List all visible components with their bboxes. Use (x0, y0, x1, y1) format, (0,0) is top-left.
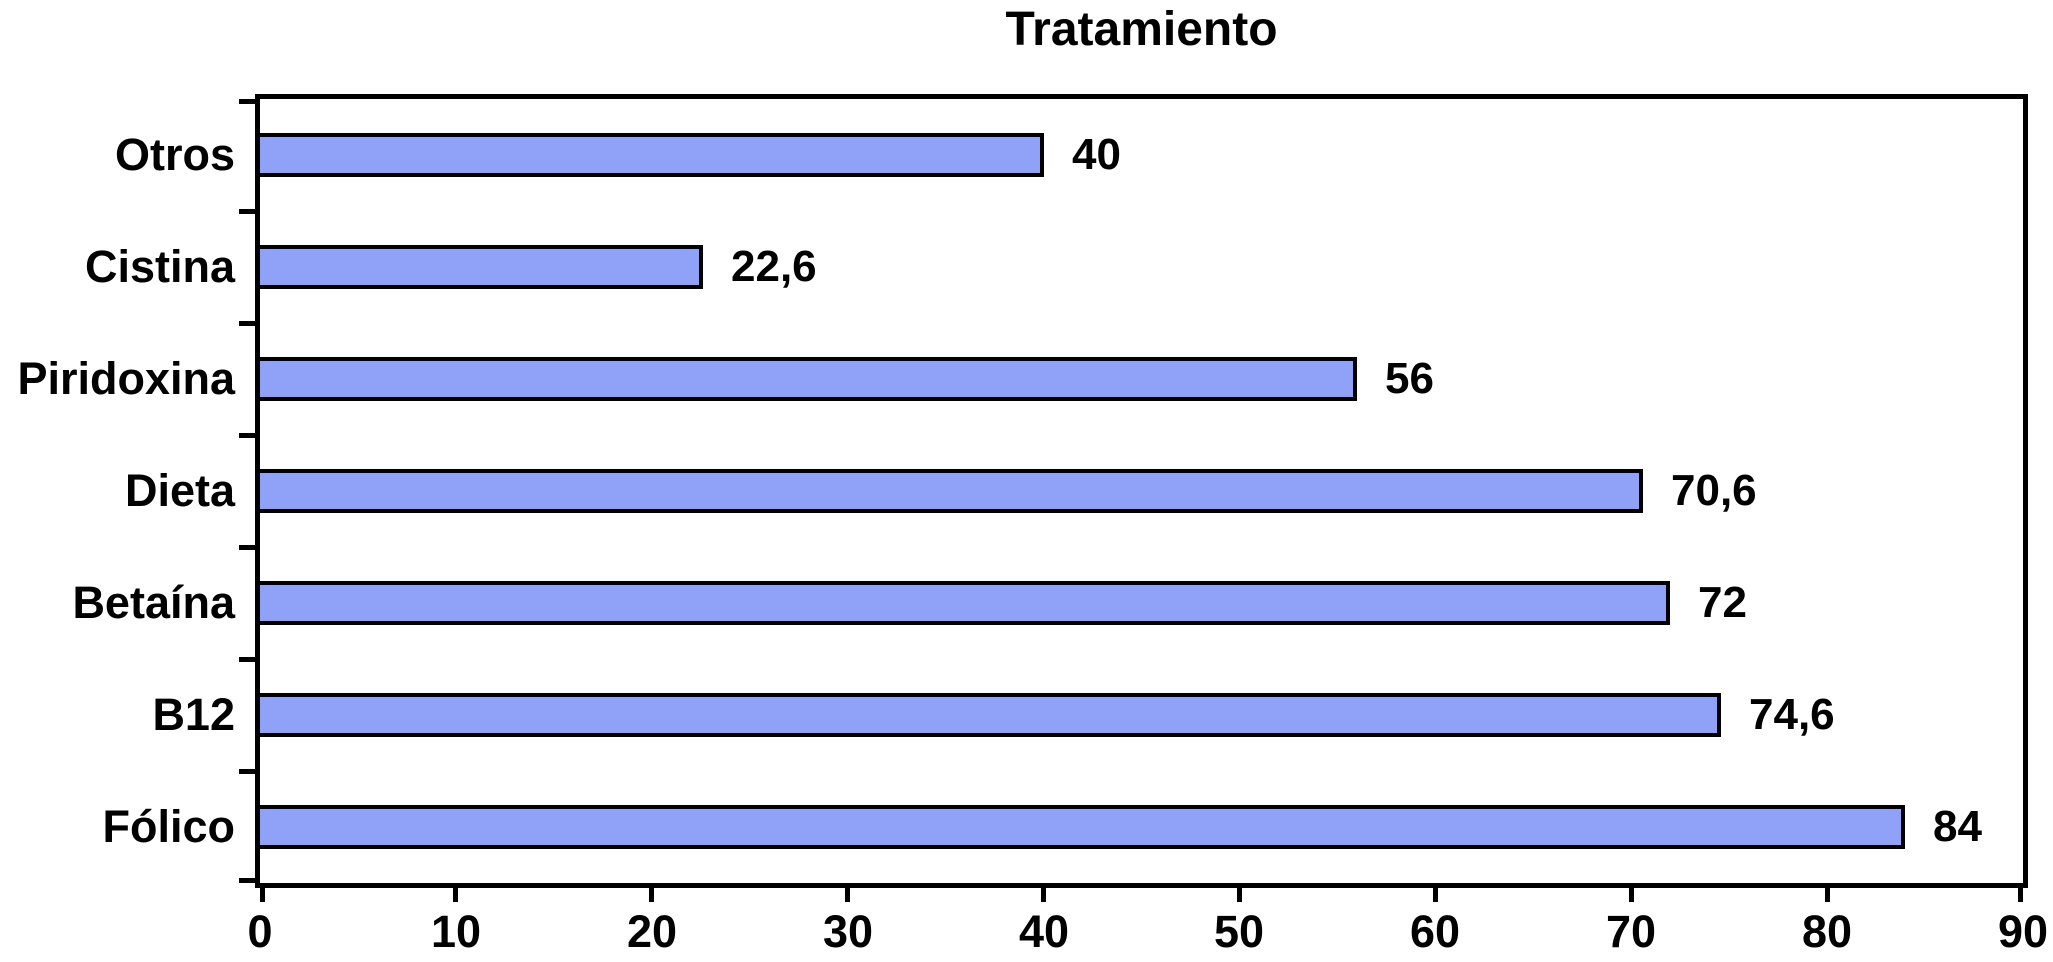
plot-area: 40 22,6 56 70,6 72 74,6 84 (239, 94, 2028, 888)
x-axis-tick-label: 0 (247, 906, 273, 957)
x-axis-tick (845, 888, 850, 902)
bar-b12 (260, 693, 1721, 737)
x-axis-tick (1433, 888, 1438, 902)
bar-otros (260, 133, 1044, 177)
category-label-cistina: Cistina (84, 241, 235, 292)
x-axis-tick-label: 10 (430, 906, 482, 957)
x-axis-tick (1041, 888, 1046, 902)
category-label-otros: Otros (114, 129, 235, 180)
bar-dieta (260, 469, 1643, 513)
y-axis-tick (239, 99, 255, 104)
bar-value-label: 74,6 (1749, 690, 1835, 739)
category-label-piridoxina: Piridoxina (17, 353, 235, 404)
y-axis-tick (239, 209, 255, 214)
chart-title: Tratamiento (1005, 3, 1278, 56)
y-axis-tick (239, 657, 255, 662)
x-axis: 0 10 20 30 40 50 60 70 80 90 (247, 888, 2048, 962)
x-axis-tick-label: 20 (626, 906, 678, 957)
y-axis-tick (239, 545, 255, 550)
x-axis-tick-label: 60 (1409, 906, 1461, 957)
bar-value-label: 56 (1385, 354, 1434, 403)
category-label-b12: B12 (152, 689, 235, 740)
x-axis-tick-label: 30 (822, 906, 874, 957)
bar-cistina (260, 245, 703, 289)
x-axis-tick-label: 50 (1213, 906, 1265, 957)
category-label-betaína: Betaína (72, 577, 235, 628)
x-axis-tick (1237, 888, 1242, 902)
x-axis-tick (1629, 888, 1634, 902)
y-axis-tick (239, 321, 255, 326)
bar-value-label: 40 (1072, 130, 1121, 179)
bar-value-label: 70,6 (1671, 466, 1757, 515)
bar-value-label: 72 (1698, 578, 1747, 627)
x-axis-tick-label: 40 (1018, 906, 1070, 957)
bar-value-label: 22,6 (731, 242, 817, 291)
category-label-fólico: Fólico (102, 801, 236, 852)
bar-betaína (260, 581, 1670, 625)
y-axis-category-labels: Otros Cistina Piridoxina Dieta Betaína B12 Fól… (0, 99, 235, 883)
y-axis-tick (239, 433, 255, 438)
y-axis-tick (239, 769, 255, 774)
bar-value-label: 84 (1933, 802, 1982, 851)
x-axis-tick-label: 80 (1801, 906, 1853, 957)
x-axis-tick (2018, 888, 2023, 902)
bar-fólico (260, 805, 1905, 849)
x-axis-tick (453, 888, 458, 902)
bar-piridoxina (260, 357, 1357, 401)
x-axis-tick (1825, 888, 1830, 902)
x-axis-tick (260, 888, 265, 902)
y-axis-tick (239, 878, 255, 883)
category-label-dieta: Dieta (124, 465, 235, 516)
x-axis-tick-label: 70 (1605, 906, 1657, 957)
x-axis-tick (649, 888, 654, 902)
x-axis-tick-label: 90 (1997, 906, 2049, 957)
